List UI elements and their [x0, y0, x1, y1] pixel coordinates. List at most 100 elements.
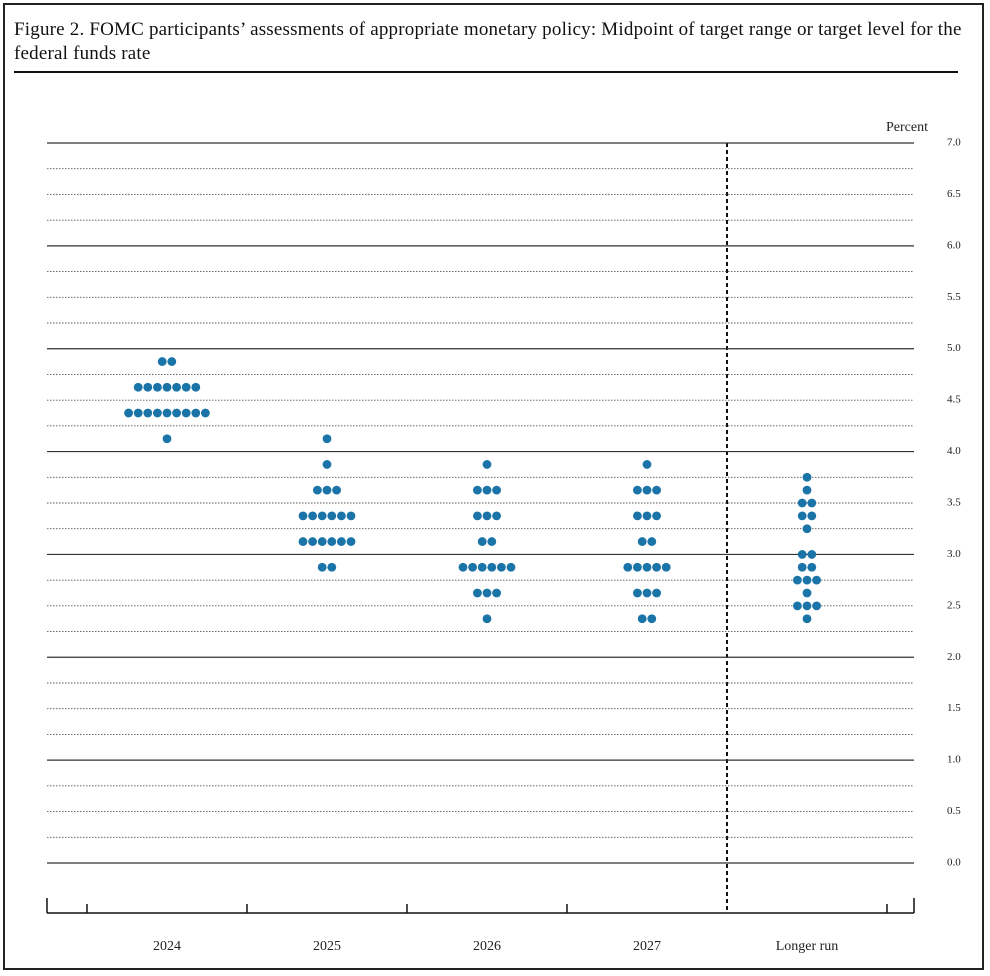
- y-tick-label: 4.0: [947, 445, 961, 457]
- y-tick-label: 3.5: [947, 497, 961, 509]
- dot: [313, 485, 322, 495]
- dot: [346, 511, 356, 521]
- dot: [322, 434, 332, 444]
- dot: [153, 408, 162, 418]
- dot: [642, 460, 652, 469]
- dot: [201, 408, 210, 418]
- dot: [652, 485, 661, 495]
- x-tick-label: 2025: [313, 939, 341, 954]
- y-tick-label: 2.5: [947, 599, 961, 611]
- dot: [797, 562, 807, 572]
- dot: [797, 550, 807, 559]
- dot: [487, 537, 497, 546]
- dot: [337, 511, 346, 521]
- dot: [482, 460, 492, 469]
- dot: [802, 472, 812, 482]
- x-tick-label: Longer run: [776, 939, 839, 954]
- frame: [3, 3, 984, 970]
- dot: [812, 601, 821, 611]
- dot: [797, 498, 807, 508]
- y-tick-label: 7.0: [947, 137, 961, 149]
- y-tick-label: 3.0: [947, 548, 961, 560]
- dot: [623, 562, 633, 572]
- dot: [492, 485, 501, 495]
- dot: [482, 511, 492, 521]
- title-rule: [14, 71, 958, 73]
- dot: [633, 588, 642, 598]
- dot: [162, 382, 172, 392]
- dot: [162, 434, 172, 444]
- dot: [327, 562, 337, 572]
- dot: [802, 601, 812, 611]
- chart-title: Figure 2. FOMC participants’ assessments…: [14, 19, 962, 64]
- dot: [482, 485, 492, 495]
- dot: [647, 614, 657, 624]
- y-tick-label: 6.0: [947, 239, 961, 251]
- dot: [802, 614, 812, 624]
- dot: [162, 408, 172, 418]
- x-tick-label: 2026: [473, 939, 501, 954]
- dot: [143, 382, 153, 392]
- x-tick-label: 2024: [153, 939, 181, 954]
- dot: [181, 382, 191, 392]
- y-tick-label: 2.0: [947, 651, 961, 663]
- dot: [317, 511, 327, 521]
- dot: [661, 562, 671, 572]
- dot: [642, 485, 652, 495]
- dot: [637, 614, 647, 624]
- dot: [322, 485, 332, 495]
- dot: [802, 575, 812, 585]
- dot: [143, 408, 153, 418]
- dot: [473, 588, 482, 598]
- dot: [172, 382, 182, 392]
- dot: [327, 511, 337, 521]
- dot: [506, 562, 516, 572]
- dot: [124, 408, 133, 418]
- dot: [482, 614, 492, 624]
- dot: [172, 408, 182, 418]
- dot: [807, 498, 817, 508]
- dot: [473, 485, 482, 495]
- dot: [652, 588, 661, 598]
- dot: [793, 575, 802, 585]
- dot: [492, 511, 501, 521]
- dot: [637, 537, 647, 546]
- dot: [642, 562, 652, 572]
- dot: [807, 511, 817, 521]
- dot: [802, 524, 812, 534]
- dot: [793, 601, 802, 611]
- dot: [802, 588, 812, 598]
- dot: [157, 357, 167, 366]
- dot: [633, 562, 642, 572]
- dot: [346, 537, 356, 546]
- dot: [181, 408, 191, 418]
- dot: [633, 485, 642, 495]
- dot: [487, 562, 497, 572]
- dot: [317, 562, 327, 572]
- dot: [191, 382, 201, 392]
- dot: [812, 575, 821, 585]
- dot: [133, 408, 143, 418]
- dot: [642, 588, 652, 598]
- dot: [473, 511, 482, 521]
- y-tick-label: 1.0: [947, 754, 961, 766]
- dot: [642, 511, 652, 521]
- dot: [191, 408, 201, 418]
- dot: [797, 511, 807, 521]
- dot: [477, 562, 487, 572]
- dot: [497, 562, 506, 572]
- x-tick-label: 2027: [633, 939, 661, 954]
- dot: [492, 588, 501, 598]
- dot: [477, 537, 487, 546]
- y-tick-label: 6.5: [947, 188, 961, 200]
- dot: [482, 588, 492, 598]
- dot: [308, 511, 317, 521]
- dot: [458, 562, 468, 572]
- dot: [327, 537, 337, 546]
- dot: [133, 382, 143, 392]
- dot: [332, 485, 341, 495]
- dot: [298, 537, 308, 546]
- dot: [317, 537, 327, 546]
